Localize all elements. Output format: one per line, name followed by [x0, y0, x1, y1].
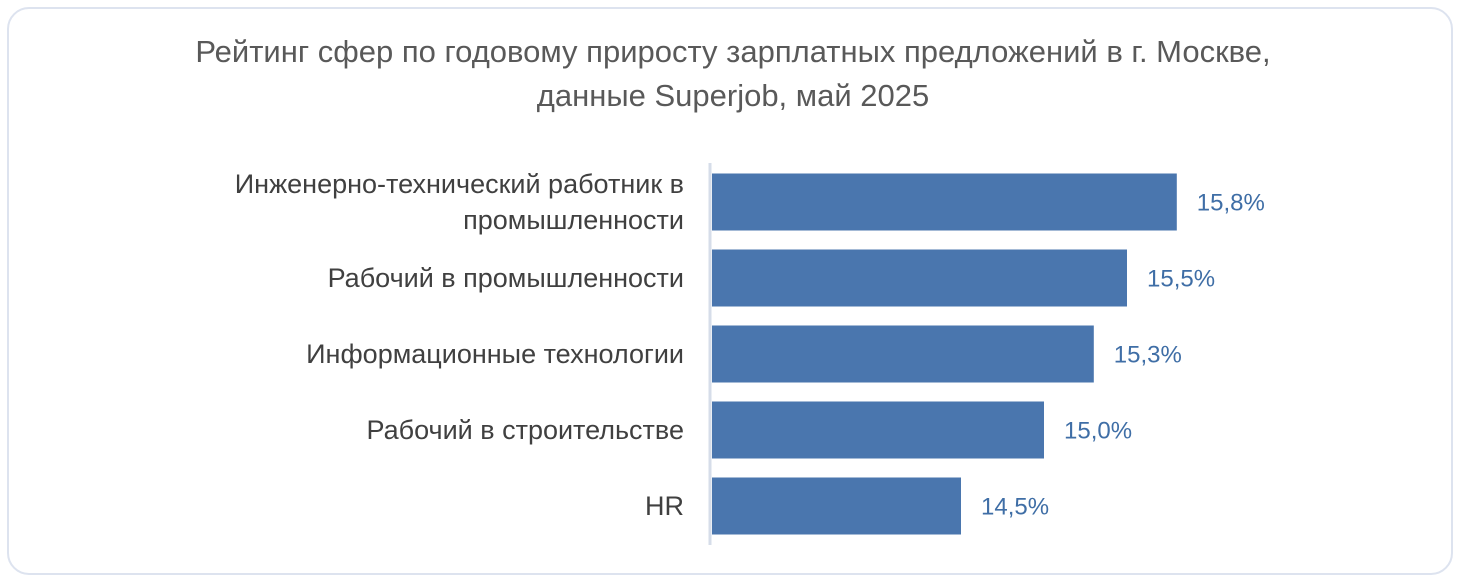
category-label: Информационные технологии [306, 339, 684, 369]
category-label: Инженерно-технический работник в промышл… [234, 169, 684, 235]
bar [712, 249, 1127, 307]
category-label-box: Инженерно-технический работник в промышл… [124, 164, 684, 240]
chart-title: Рейтинг сфер по годовому приросту зарпла… [195, 34, 1271, 113]
value-label: 15,8% [1197, 189, 1265, 216]
bar [712, 325, 1094, 383]
category-label-box: Рабочий в строительстве [124, 392, 684, 468]
value-label: 14,5% [981, 493, 1049, 520]
category-label-box: Информационные технологии [124, 316, 684, 392]
bar [712, 401, 1044, 459]
bar [712, 477, 961, 535]
value-label: 15,5% [1147, 265, 1215, 292]
value-label: 15,0% [1064, 417, 1132, 444]
bar [712, 173, 1177, 231]
category-label: Рабочий в промышленности [327, 263, 684, 293]
category-label-box: HR [124, 468, 684, 544]
category-label: Рабочий в строительстве [366, 415, 684, 445]
category-label-box: Рабочий в промышленности [124, 240, 684, 316]
category-label: HR [645, 491, 684, 521]
value-label: 15,3% [1114, 341, 1182, 368]
chart-frame [7, 7, 1453, 575]
